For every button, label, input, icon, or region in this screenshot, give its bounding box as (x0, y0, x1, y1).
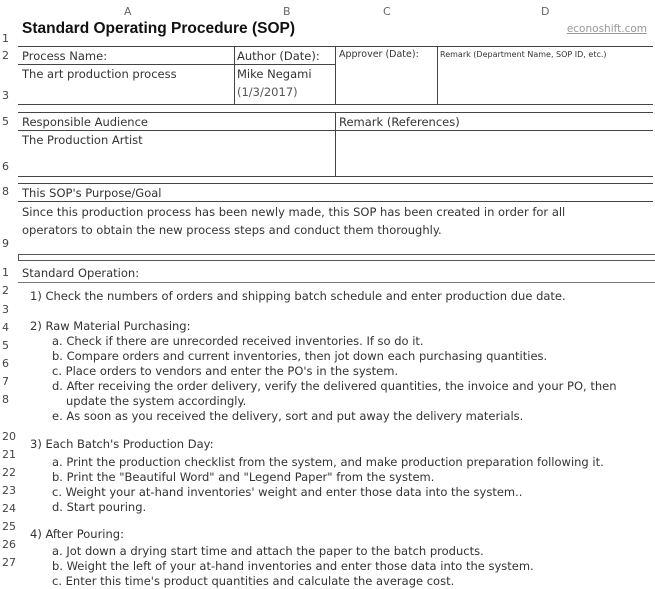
divider (18, 64, 336, 65)
divider (335, 112, 336, 176)
row-number: 5 (2, 115, 9, 128)
author-label: Author (Date): (237, 49, 320, 63)
approver-label: Approver (Date): (339, 49, 419, 60)
row-number: 21 (2, 448, 16, 461)
author-date[interactable]: (1/3/2017) (237, 85, 298, 99)
step-2-item[interactable]: e. As soon as you received the delivery,… (52, 409, 524, 423)
step-3-item[interactable]: a. Print the production checklist from t… (52, 455, 604, 469)
row-number: 8 (2, 185, 9, 198)
row-number: 5 (2, 339, 9, 352)
remark-label: Remark (Department Name, SOP ID, etc.) (440, 50, 607, 59)
step-3-item[interactable]: b. Print the "Beautiful Word" and "Legen… (52, 470, 435, 484)
step-2-heading[interactable]: 2) Raw Material Purchasing: (30, 319, 191, 333)
row-number: 3 (2, 303, 9, 316)
purpose-text[interactable]: Since this production process has been n… (22, 205, 566, 219)
row-number: 9 (2, 237, 9, 250)
row-number: 6 (2, 160, 9, 173)
remark-references-label: Remark (References) (339, 115, 460, 129)
audience-value[interactable]: The Production Artist (22, 133, 143, 147)
page-title: Standard Operating Procedure (SOP) (22, 20, 296, 37)
step-3-heading[interactable]: 3) Each Batch's Production Day: (30, 437, 214, 451)
row-number: 20 (2, 430, 16, 443)
column-header-c[interactable]: C (383, 5, 391, 18)
row-number: 25 (2, 520, 16, 533)
collapsed-row-bar (18, 254, 655, 261)
row-number: 2 (2, 284, 9, 297)
row-number: 1 (2, 32, 9, 45)
row-number: 3 (2, 89, 9, 102)
brand-link[interactable]: econoshift.com (566, 23, 647, 35)
step-3-item[interactable]: c. Weight your at-hand inventories' weig… (52, 485, 523, 499)
author-value[interactable]: Mike Negami (237, 67, 312, 81)
process-name-label: Process Name: (22, 49, 108, 63)
divider (18, 282, 655, 283)
divider (234, 46, 235, 104)
divider (18, 176, 653, 177)
column-header-a[interactable]: A (124, 5, 132, 18)
divider (335, 46, 336, 104)
step-4-item[interactable]: c. Enter this time's product quantities … (52, 574, 455, 588)
step-2-item[interactable]: d. After receiving the order delivery, v… (52, 379, 617, 393)
step-2-item[interactable]: a. Check if there are unrecorded receive… (52, 334, 424, 348)
column-header-b[interactable]: B (283, 5, 291, 18)
divider (18, 183, 653, 184)
step-2-item[interactable]: c. Place orders to vendors and enter the… (52, 364, 399, 378)
divider (18, 104, 653, 105)
row-number: 23 (2, 484, 16, 497)
process-name-value[interactable]: The art production process (22, 67, 177, 81)
row-number: 26 (2, 538, 16, 551)
purpose-label: This SOP's Purpose/Goal (22, 186, 162, 200)
step-4-heading[interactable]: 4) After Pouring: (30, 527, 124, 541)
divider (437, 46, 438, 104)
step-4-item[interactable]: b. Weight the left of your at-hand inven… (52, 559, 534, 573)
row-number: 27 (2, 556, 16, 569)
operation-label: Standard Operation: (22, 266, 140, 280)
step-2-item[interactable]: b. Compare orders and current inventorie… (52, 349, 548, 363)
row-number: 8 (2, 393, 9, 406)
divider (18, 201, 653, 202)
column-header-d[interactable]: D (541, 5, 550, 18)
step-2-item-continued[interactable]: update the system accordingly. (66, 394, 247, 408)
step-1[interactable]: 1) Check the numbers of orders and shipp… (30, 289, 566, 303)
purpose-text[interactable]: operators to obtain the new process step… (22, 223, 442, 237)
row-number: 1 (2, 266, 9, 279)
row-number: 22 (2, 466, 16, 479)
row-number: 24 (2, 502, 16, 515)
row-number: 4 (2, 321, 9, 334)
step-4-item[interactable]: a. Jot down a drying start time and atta… (52, 544, 484, 558)
audience-label: Responsible Audience (22, 115, 148, 129)
row-number: 6 (2, 357, 9, 370)
step-3-item[interactable]: d. Start pouring. (52, 500, 147, 514)
row-number: 2 (2, 49, 9, 62)
row-number: 7 (2, 375, 9, 388)
